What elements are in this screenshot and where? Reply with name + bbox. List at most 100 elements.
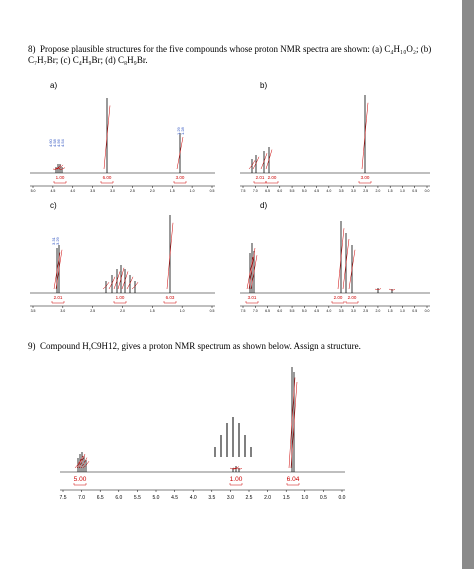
axis-tick-label: 4.0 xyxy=(190,495,197,501)
integral-label: 2.00 xyxy=(268,175,277,180)
integral-curve xyxy=(108,276,116,290)
axis-tick-label: 3.0 xyxy=(60,309,65,313)
spectrum-label: d) xyxy=(260,201,267,210)
question-number: 8) xyxy=(28,44,36,54)
axis-tick-label: 6.0 xyxy=(277,189,282,193)
integral-curve xyxy=(374,288,382,290)
integral-curve xyxy=(250,255,258,290)
axis-tick-label: 6.0 xyxy=(115,495,122,501)
integral-curve xyxy=(56,164,64,170)
integral-bracket xyxy=(229,483,243,486)
integral-label: 1.00 xyxy=(56,175,65,180)
spectrum: 1.00 6.00 3.00 5.0 4.5 4.0 3.5 3.0 2.5 2.0 1.5 1.0 0… xyxy=(30,98,215,193)
integral-curve xyxy=(58,167,66,170)
integral-label: 6.04 xyxy=(287,476,300,483)
integral-bracket xyxy=(113,301,127,304)
axis-tick-label: 7.0 xyxy=(253,189,258,193)
axis-tick-label: 2.0 xyxy=(375,309,380,313)
integral-curve xyxy=(54,164,62,170)
integral-bracket xyxy=(265,181,279,184)
axis-tick-label: 0.5 xyxy=(210,309,215,313)
axis-tick-label: 0.0 xyxy=(425,189,430,193)
question-9: 9) Compound H,C9H12, gives a proton NMR … xyxy=(28,341,448,352)
axis-tick-label: 5.0 xyxy=(302,309,307,313)
spectrum: 2.01 1.00 6.03 3.5 3.0 2.5 2.0 1.5 1.0 0.5 3.31 3.2… xyxy=(30,215,215,313)
integral-curve xyxy=(78,453,86,469)
peak-label: 4.60 xyxy=(48,138,53,147)
axis-tick-label: 1.5 xyxy=(170,189,175,193)
axis-tick-label: 1.0 xyxy=(180,309,185,313)
integral-curve xyxy=(248,160,256,170)
axis-tick-label: 4.0 xyxy=(326,309,331,313)
axis-tick-label: 3.0 xyxy=(351,189,356,193)
axis-tick-label: 7.5 xyxy=(241,189,246,193)
axis-tick-label: 4.5 xyxy=(314,189,319,193)
peak-label: 3.29 xyxy=(55,236,60,245)
integral-bracket xyxy=(100,181,114,184)
axis-tick-label: 3.0 xyxy=(227,495,234,501)
axis-tick-label: 5.0 xyxy=(31,189,36,193)
axis-tick-label: 2.5 xyxy=(363,189,368,193)
axis-tick-label: 6.5 xyxy=(265,189,270,193)
integral-curve xyxy=(80,457,88,469)
axis-tick-label: 5.5 xyxy=(134,495,141,501)
integral-curve xyxy=(103,105,111,170)
integral-label: 3.01 xyxy=(248,295,257,300)
integral-curve xyxy=(235,467,243,470)
integral-bracket xyxy=(245,301,259,304)
integral-curve xyxy=(52,167,60,170)
integral-curve xyxy=(176,136,184,170)
axis-tick-label: 5.5 xyxy=(290,189,295,193)
integral-curve xyxy=(260,153,268,170)
axis-tick-label: 6.0 xyxy=(277,309,282,313)
integral-curve xyxy=(246,256,254,290)
axis-tick-label: 1.0 xyxy=(301,495,308,501)
integral-curve xyxy=(121,271,129,290)
axis-tick-label: 3.5 xyxy=(31,309,36,313)
integral-curve xyxy=(131,282,139,290)
integral-bracket xyxy=(163,301,177,304)
integral-bracket xyxy=(73,483,87,486)
spectrum: 3.01 2.00 2.00 7.5 7.0 6.5 6.0 5.5 5.0 4.5 4.0 3.5 3… xyxy=(240,221,430,313)
axis-tick-label: 4.5 xyxy=(171,495,178,501)
integral-curve xyxy=(348,249,356,290)
axis-tick-label: 4.0 xyxy=(326,189,331,193)
integral-curve xyxy=(342,238,350,290)
axis-tick-label: 0.5 xyxy=(320,495,327,501)
peak-label: 4.58 xyxy=(52,138,57,147)
axis-tick-label: 0.0 xyxy=(339,495,346,501)
integral-curve xyxy=(337,228,345,290)
axis-tick-label: 1.5 xyxy=(388,189,393,193)
axis-tick-label: 0.5 xyxy=(210,189,215,193)
axis-tick-label: 4.5 xyxy=(314,309,319,313)
axis-tick-label: 5.5 xyxy=(290,309,295,313)
integral-curve xyxy=(113,271,121,290)
axis-tick-label: 1.5 xyxy=(388,309,393,313)
integral-bracket xyxy=(51,301,65,304)
integral-curve xyxy=(229,467,237,470)
integral-bracket xyxy=(253,181,267,184)
integral-curve xyxy=(74,459,82,469)
axis-tick-label: 2.5 xyxy=(363,309,368,313)
integral-label: 6.03 xyxy=(166,295,175,300)
axis-tick-label: 2.0 xyxy=(120,309,125,313)
integral-curve xyxy=(53,252,61,290)
scrollbar-strip xyxy=(462,0,474,569)
axis-tick-label: 2.0 xyxy=(150,189,155,193)
axis-tick-label: 3.5 xyxy=(90,189,95,193)
integral-curve xyxy=(248,247,256,290)
axis-tick-label: 6.5 xyxy=(97,495,104,501)
question-text: Propose plausible structures for the fiv… xyxy=(28,44,432,65)
spectrum-label: b) xyxy=(260,81,267,90)
integral-curve xyxy=(82,461,90,469)
integral-label: 3.00 xyxy=(361,175,370,180)
spectrum-label: a) xyxy=(50,81,57,90)
integral-bracket xyxy=(286,483,300,486)
axis-tick-label: 1.0 xyxy=(400,189,405,193)
integral-curve xyxy=(265,149,273,170)
axis-tick-label: 7.0 xyxy=(78,495,85,501)
axis-tick-label: 2.5 xyxy=(246,495,253,501)
integral-label: 5.00 xyxy=(74,476,87,483)
integral-label: 1.00 xyxy=(230,476,243,483)
